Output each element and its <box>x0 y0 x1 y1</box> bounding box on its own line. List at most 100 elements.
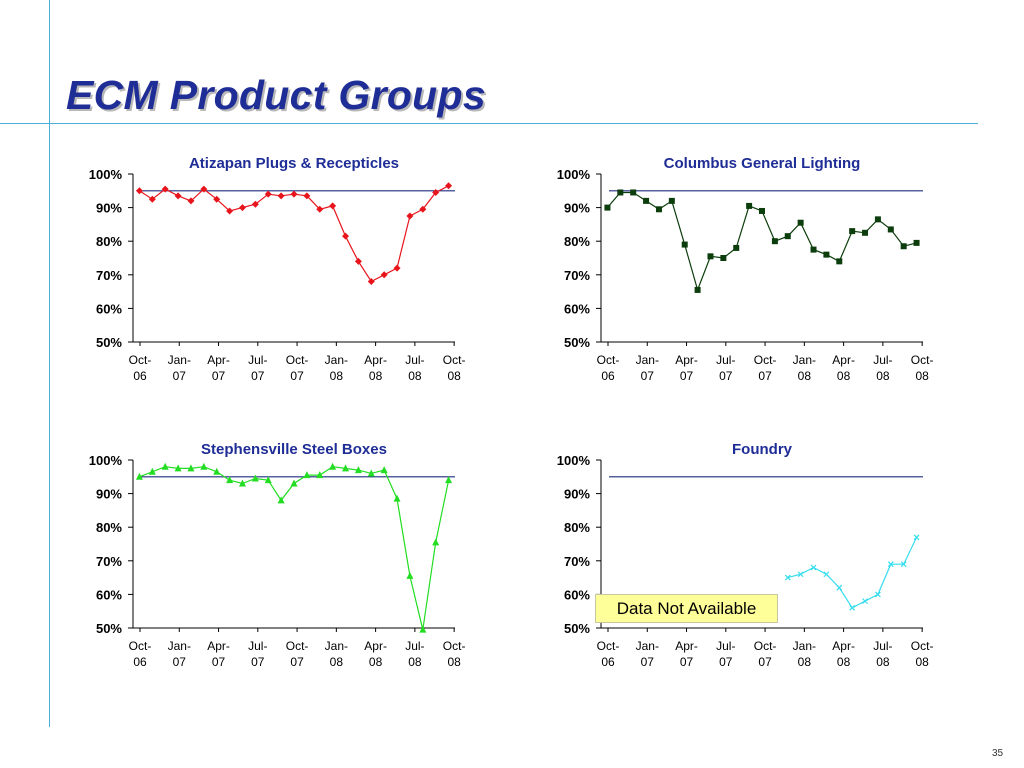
x-tick-label: Jan- <box>636 639 659 653</box>
x-tick-label: Jan- <box>325 639 348 653</box>
data-point <box>445 182 453 190</box>
x-tick-label: Jan- <box>793 353 816 367</box>
x-tick-label-year: 07 <box>173 655 187 669</box>
data-point <box>316 471 324 479</box>
x-tick-label: Oct- <box>754 639 777 653</box>
data-point <box>913 239 920 246</box>
x-tick-label: Oct- <box>443 353 466 367</box>
data-point <box>419 625 427 633</box>
x-tick-label-year: 08 <box>408 655 422 669</box>
y-tick-label: 60% <box>564 301 590 316</box>
data-point <box>226 476 234 484</box>
data-point <box>251 200 259 208</box>
x-tick-label-year: 06 <box>601 369 615 383</box>
data-point <box>643 197 650 204</box>
data-point <box>862 598 868 605</box>
x-tick-label-year: 08 <box>837 655 851 669</box>
x-tick-label: Jul- <box>405 639 424 653</box>
data-point <box>187 464 195 472</box>
data-point <box>251 474 259 482</box>
data-point <box>784 574 791 581</box>
x-tick-label: Apr- <box>364 353 387 367</box>
data-point <box>200 185 208 193</box>
x-tick-label: Jul- <box>248 353 267 367</box>
y-tick-label: 50% <box>564 335 590 350</box>
data-point <box>393 494 401 502</box>
data-point <box>887 561 894 568</box>
data-point <box>836 584 843 591</box>
data-point <box>746 202 753 209</box>
data-point <box>342 232 350 240</box>
data-point <box>810 246 817 253</box>
x-tick-label: Oct- <box>286 353 309 367</box>
data-point <box>135 472 143 480</box>
data-point <box>419 205 427 213</box>
x-tick-label: Jan- <box>325 353 348 367</box>
x-tick-label: Jul- <box>873 639 892 653</box>
y-tick-label: 60% <box>96 587 122 602</box>
x-tick-label: Apr- <box>832 353 855 367</box>
data-point <box>148 195 156 203</box>
data-point <box>277 496 285 504</box>
data-point <box>380 466 388 474</box>
data-point <box>174 192 182 200</box>
data-point <box>823 571 830 578</box>
data-point <box>823 251 830 258</box>
accent-horizontal-line <box>0 123 978 124</box>
data-point <box>900 561 907 568</box>
data-point <box>681 241 688 248</box>
x-tick-label-year: 08 <box>876 369 890 383</box>
data-point <box>849 604 856 611</box>
x-tick-label: Apr- <box>207 639 230 653</box>
y-tick-label: 100% <box>89 167 123 182</box>
data-point <box>432 188 440 196</box>
y-tick-label: 70% <box>564 554 590 569</box>
x-tick-label-year: 08 <box>798 655 812 669</box>
data-point <box>810 564 817 571</box>
data-point <box>432 538 440 546</box>
x-tick-label-year: 08 <box>408 369 422 383</box>
x-tick-label: Jan- <box>636 353 659 367</box>
x-tick-label: Jan- <box>793 639 816 653</box>
x-tick-label-year: 07 <box>251 369 265 383</box>
x-tick-label-year: 07 <box>290 369 304 383</box>
x-tick-label-year: 08 <box>876 655 890 669</box>
x-tick-label: Jan- <box>168 353 191 367</box>
data-point <box>707 253 714 260</box>
x-tick-label: Oct- <box>129 639 152 653</box>
data-point <box>329 202 337 210</box>
x-tick-label-year: 07 <box>719 655 733 669</box>
x-tick-label: Jul- <box>248 639 267 653</box>
data-point <box>759 207 765 214</box>
x-tick-label: Jul- <box>405 353 424 367</box>
data-point <box>226 207 234 215</box>
y-tick-label: 80% <box>96 520 122 535</box>
data-point <box>148 467 156 475</box>
x-tick-label-year: 08 <box>915 369 929 383</box>
y-tick-label: 90% <box>96 487 122 502</box>
y-tick-label: 60% <box>564 587 590 602</box>
y-tick-label: 90% <box>96 201 122 216</box>
x-tick-label: Apr- <box>364 639 387 653</box>
x-tick-label: Oct- <box>911 639 934 653</box>
series-line <box>606 191 917 292</box>
data-point <box>354 257 362 265</box>
data-point <box>264 190 272 198</box>
y-tick-label: 80% <box>96 234 122 249</box>
x-tick-label-year: 08 <box>330 369 344 383</box>
x-tick-label-year: 07 <box>641 369 655 383</box>
slide-title: ECM Product Groups <box>66 72 486 118</box>
chart-foundry: Foundry 100% 90% 80% 70% 60% 50% Oct- 06 Jan- 07 Ap… <box>557 441 934 669</box>
data-point <box>316 205 324 213</box>
data-point <box>135 187 143 195</box>
data-not-available-note: Data Not Available <box>595 594 778 623</box>
y-tick-label: 100% <box>557 453 591 468</box>
x-tick-label: Oct- <box>286 639 309 653</box>
data-point <box>655 206 662 213</box>
data-point <box>290 479 298 487</box>
data-point <box>771 238 778 245</box>
x-tick-label-year: 08 <box>798 369 812 383</box>
x-tick-label: Apr- <box>675 353 698 367</box>
data-point <box>213 195 221 203</box>
chart-atizapan: Atizapan Plugs & Recepticles 100% 90% 80% 70… <box>89 155 466 383</box>
